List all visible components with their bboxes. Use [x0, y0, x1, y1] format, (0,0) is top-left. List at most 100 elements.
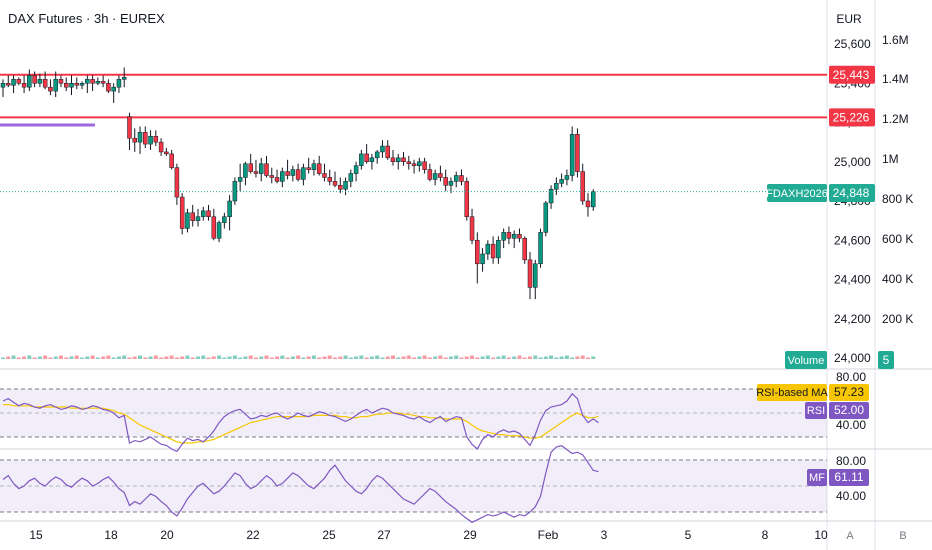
- candle[interactable]: [575, 128, 580, 178]
- candle[interactable]: [316, 155, 322, 176]
- candle[interactable]: [216, 220, 222, 243]
- candle[interactable]: [95, 77, 101, 86]
- candle[interactable]: [280, 167, 285, 188]
- candle[interactable]: [79, 81, 85, 90]
- candle[interactable]: [496, 236, 501, 264]
- candle[interactable]: [438, 165, 443, 182]
- candle[interactable]: [21, 75, 27, 94]
- candle[interactable]: [538, 228, 543, 268]
- candle[interactable]: [369, 153, 375, 170]
- candle[interactable]: [253, 159, 259, 178]
- mf-label-badge[interactable]: [807, 469, 827, 486]
- candle[interactable]: [169, 149, 174, 170]
- rsi-ma-label-badge[interactable]: [757, 384, 827, 401]
- candle[interactable]: [48, 79, 53, 96]
- candle[interactable]: [443, 169, 448, 192]
- candle[interactable]: [480, 248, 485, 272]
- candle[interactable]: [190, 204, 195, 227]
- candle[interactable]: [274, 169, 280, 184]
- candle[interactable]: [42, 71, 48, 90]
- rsi-ma-value-badge[interactable]: [829, 384, 869, 401]
- candle[interactable]: [585, 193, 591, 217]
- candle[interactable]: [427, 163, 433, 182]
- candle[interactable]: [16, 77, 22, 86]
- candle[interactable]: [459, 169, 464, 186]
- volume-value-badge[interactable]: [878, 351, 894, 369]
- candle[interactable]: [580, 163, 585, 205]
- candle[interactable]: [559, 173, 564, 188]
- rsi-line[interactable]: [2, 392, 599, 453]
- candle[interactable]: [295, 163, 301, 182]
- candle[interactable]: [396, 153, 401, 170]
- candle[interactable]: [11, 75, 16, 94]
- candle[interactable]: [185, 208, 190, 233]
- candle[interactable]: [6, 75, 11, 88]
- candle[interactable]: [338, 177, 343, 194]
- candle[interactable]: [390, 149, 396, 166]
- candle[interactable]: [327, 169, 332, 186]
- candle[interactable]: [132, 128, 137, 152]
- candle[interactable]: [522, 236, 527, 264]
- candle[interactable]: [527, 252, 533, 300]
- candle[interactable]: [195, 208, 201, 227]
- candle[interactable]: [548, 185, 554, 209]
- candle[interactable]: [153, 130, 159, 147]
- candle[interactable]: [401, 151, 406, 166]
- candle[interactable]: [590, 189, 596, 211]
- candle[interactable]: [422, 157, 427, 174]
- candle[interactable]: [453, 171, 459, 188]
- candle[interactable]: [432, 169, 438, 186]
- candle[interactable]: [332, 171, 338, 188]
- candle[interactable]: [37, 73, 43, 88]
- candle[interactable]: [533, 259, 538, 300]
- candle[interactable]: [353, 161, 359, 182]
- candle[interactable]: [374, 149, 380, 164]
- candle[interactable]: [58, 75, 64, 88]
- candle[interactable]: [248, 153, 253, 174]
- candle[interactable]: [469, 208, 475, 245]
- price-level-badge[interactable]: [829, 65, 875, 84]
- candle[interactable]: [285, 159, 290, 180]
- candle[interactable]: [63, 77, 69, 92]
- currency-label[interactable]: EUR: [836, 12, 862, 26]
- candle[interactable]: [69, 75, 74, 96]
- candle[interactable]: [106, 79, 111, 94]
- candle[interactable]: [211, 208, 217, 241]
- candle[interactable]: [148, 130, 153, 150]
- candle[interactable]: [485, 240, 491, 260]
- candle[interactable]: [417, 157, 422, 172]
- candle[interactable]: [517, 228, 522, 243]
- candle[interactable]: [448, 177, 454, 194]
- candle[interactable]: [348, 169, 354, 188]
- price-level-badge[interactable]: [829, 108, 875, 127]
- auto-scale-button[interactable]: A: [846, 530, 854, 542]
- candle[interactable]: [306, 157, 311, 174]
- candle[interactable]: [53, 71, 58, 97]
- candle[interactable]: [264, 155, 269, 178]
- last-price-badge[interactable]: [829, 184, 875, 202]
- candle[interactable]: [174, 163, 180, 205]
- candle[interactable]: [554, 177, 559, 196]
- mf-value-badge[interactable]: [829, 469, 869, 486]
- candle[interactable]: [164, 148, 169, 156]
- candle[interactable]: [100, 75, 106, 88]
- candle[interactable]: [311, 159, 317, 176]
- candle[interactable]: [32, 71, 37, 88]
- candle[interactable]: [406, 155, 412, 170]
- candle[interactable]: [569, 126, 575, 182]
- bottom-right-button[interactable]: B: [899, 530, 906, 542]
- candle[interactable]: [74, 77, 80, 90]
- candle[interactable]: [364, 144, 369, 164]
- rsi-ma-line[interactable]: [3, 404, 599, 444]
- candle[interactable]: [475, 232, 480, 284]
- candle[interactable]: [411, 159, 417, 174]
- symbol-badge[interactable]: [767, 184, 827, 202]
- rsi-label-badge[interactable]: [805, 402, 827, 419]
- candle[interactable]: [301, 163, 306, 186]
- candle[interactable]: [511, 230, 517, 249]
- candle[interactable]: [506, 226, 512, 245]
- candle[interactable]: [137, 126, 143, 154]
- candle[interactable]: [501, 228, 506, 249]
- candle[interactable]: [464, 177, 470, 221]
- candle[interactable]: [258, 157, 264, 182]
